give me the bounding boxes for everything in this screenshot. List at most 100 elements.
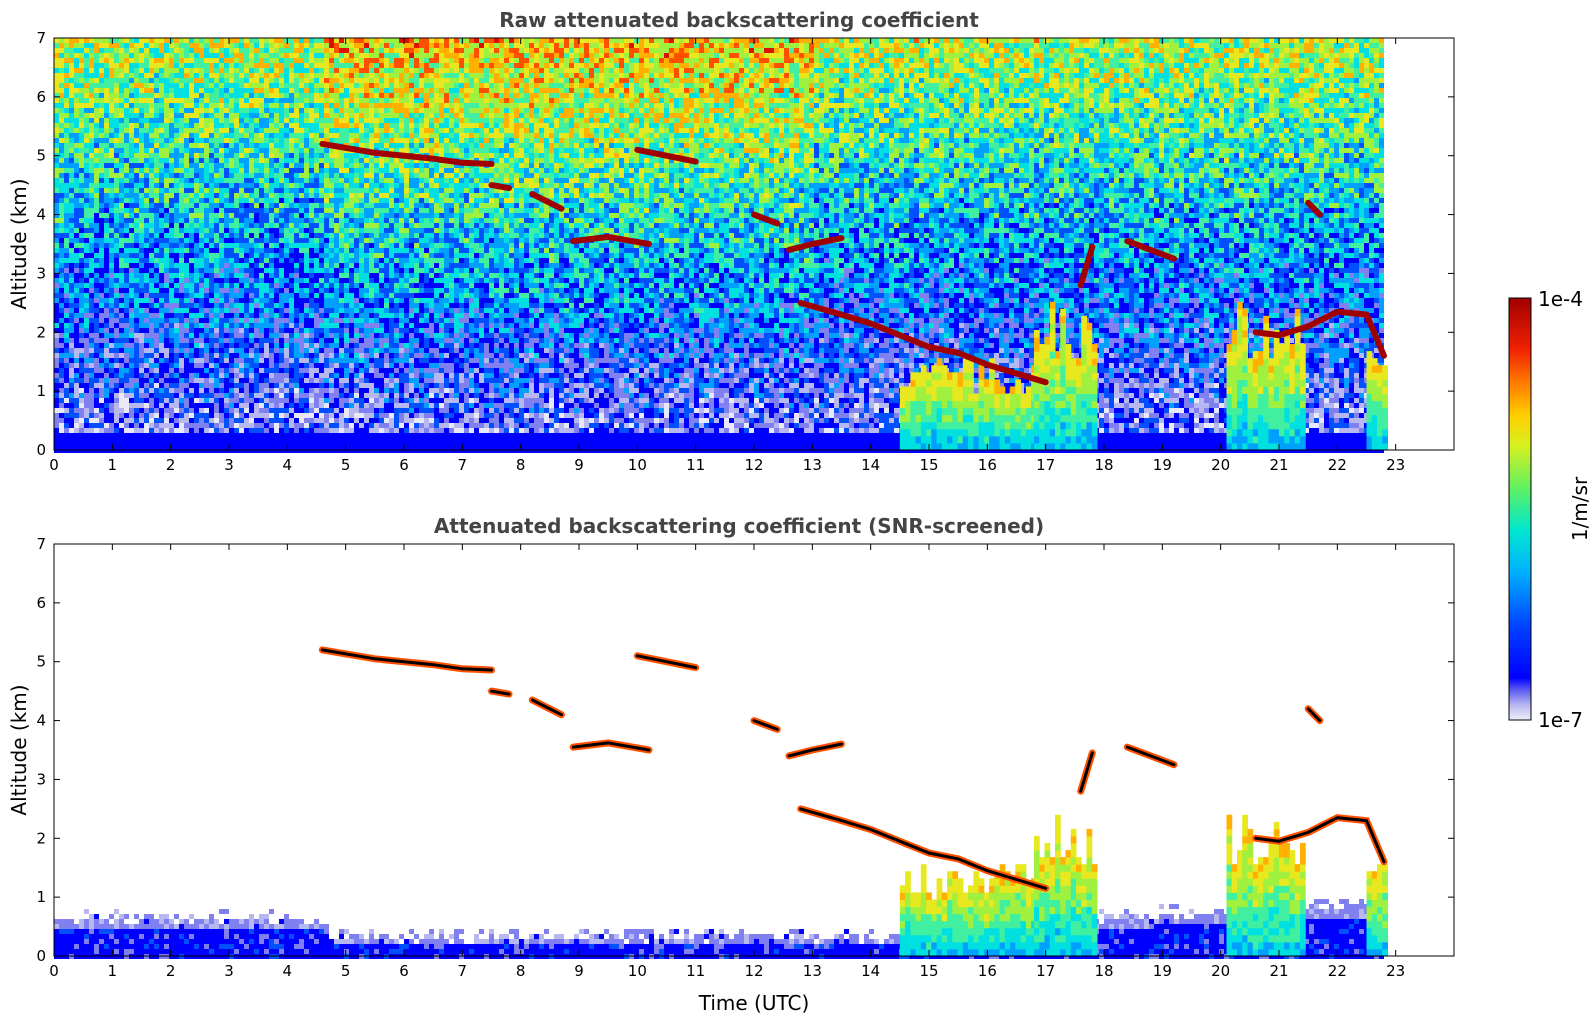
heat-cell (339, 163, 344, 168)
heat-cell (204, 193, 209, 198)
heat-cell (74, 308, 79, 313)
heat-cell (279, 403, 284, 408)
heat-cell (354, 108, 359, 113)
heat-cell (139, 383, 144, 388)
heat-cell (179, 143, 184, 148)
heat-cell (109, 108, 114, 113)
heat-cell (309, 288, 314, 293)
heat-cell (84, 63, 89, 68)
heat-cell (54, 118, 59, 123)
heat-cell (224, 118, 229, 123)
heat-cell (199, 353, 204, 358)
heat-cell (129, 53, 134, 58)
heat-cell (244, 248, 249, 253)
heat-cell (259, 93, 264, 98)
heat-cell (79, 438, 84, 443)
heat-cell (274, 368, 279, 373)
heat-cell (294, 348, 299, 353)
heat-cell (244, 358, 249, 363)
heat-cell (279, 213, 284, 218)
heat-cell (214, 413, 219, 418)
heat-cell (79, 178, 84, 183)
heat-cell (194, 48, 199, 53)
heat-cell (139, 103, 144, 108)
heat-cell (339, 198, 344, 203)
heat-cell (169, 338, 174, 343)
heat-cell (254, 423, 259, 428)
heat-cell (329, 383, 334, 388)
heat-cell (284, 148, 289, 153)
heat-cell (184, 98, 189, 103)
heat-cell (324, 38, 329, 43)
heat-cell (139, 133, 144, 138)
heat-cell (194, 198, 199, 203)
heat-cell (79, 148, 84, 153)
heat-cell (234, 203, 239, 208)
heat-cell (264, 168, 269, 173)
heat-cell (84, 288, 89, 293)
heat-cell (219, 83, 224, 88)
heat-cell (119, 213, 124, 218)
heat-cell (164, 138, 169, 143)
heat-cell (109, 353, 114, 358)
heat-cell (64, 243, 69, 248)
heat-cell (169, 438, 174, 443)
heat-cell (304, 408, 309, 413)
heat-cell (304, 88, 309, 93)
heat-cell (269, 158, 274, 163)
heat-cell (99, 118, 104, 123)
heat-cell (299, 48, 304, 53)
heat-cell (259, 278, 264, 283)
heat-cell (54, 123, 59, 128)
heat-cell (279, 293, 284, 298)
heat-cell (174, 198, 179, 203)
heat-cell (179, 358, 184, 363)
heat-cell (104, 53, 109, 58)
heat-cell (64, 308, 69, 313)
heat-cell (194, 403, 199, 408)
heat-cell (324, 168, 329, 173)
heat-cell (259, 413, 264, 418)
heat-cell (334, 413, 339, 418)
heat-cell (329, 438, 334, 443)
heat-cell (109, 388, 114, 393)
heat-cell (59, 93, 64, 98)
heat-cell (354, 113, 359, 118)
heat-cell (184, 138, 189, 143)
heat-cell (54, 103, 59, 108)
heat-cell (134, 233, 139, 238)
heat-cell (269, 443, 274, 448)
heat-cell (159, 263, 164, 268)
heat-cell (339, 63, 344, 68)
heat-cell (144, 378, 149, 383)
heat-cell (69, 423, 74, 428)
heat-cell (79, 73, 84, 78)
heat-cell (284, 288, 289, 293)
heat-cell (274, 308, 279, 313)
heat-cell (349, 78, 354, 83)
heat-cell (169, 143, 174, 148)
heat-cell (84, 413, 89, 418)
heat-cell (64, 323, 69, 328)
heat-cell (294, 208, 299, 213)
heat-cell (69, 58, 74, 63)
heat-cell (319, 163, 324, 168)
heat-cell (279, 318, 284, 323)
heat-cell (234, 133, 239, 138)
heat-cell (184, 268, 189, 273)
heat-cell (109, 373, 114, 378)
heat-cell (74, 103, 79, 108)
heat-cell (329, 163, 334, 168)
heat-cell (239, 403, 244, 408)
heat-cell (64, 398, 69, 403)
heat-cell (339, 103, 344, 108)
heat-cell (179, 348, 184, 353)
heat-cell (339, 228, 344, 233)
heat-cell (279, 188, 284, 193)
heat-cell (324, 88, 329, 93)
heat-cell (134, 78, 139, 83)
heat-cell (59, 263, 64, 268)
heat-cell (249, 43, 254, 48)
heat-cell (319, 183, 324, 188)
heat-cell (324, 413, 329, 418)
